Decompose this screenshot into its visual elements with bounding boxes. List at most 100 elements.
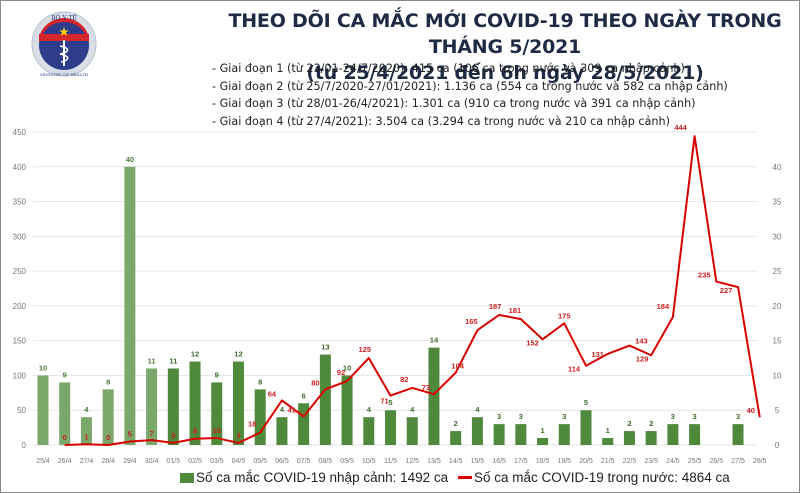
line-value-label: 125	[359, 345, 372, 354]
line-value-label: 143	[635, 337, 648, 346]
bar	[406, 417, 418, 445]
bar	[450, 431, 462, 445]
left-tick-label: 200	[13, 302, 27, 311]
title-line-1: THEO DÕI CA MẮC MỚI COVID-19 THEO NGÀY T…	[228, 10, 782, 58]
bar	[602, 438, 614, 445]
line-value-label: 71	[380, 397, 388, 406]
right-axis: 0 5 10 15 20 25 30 35 40	[773, 163, 782, 450]
line-value-label: 18	[248, 419, 256, 428]
bar-value-label: 3	[693, 412, 697, 421]
logo-top-text: BỘ Y TẾ	[51, 14, 77, 22]
ministry-of-health-logo: BỘ Y TẾ MINISTRY OF HEALTH	[31, 11, 97, 77]
left-tick-label: 250	[13, 267, 27, 276]
line-value-label: 235	[698, 271, 711, 280]
left-tick-label: 450	[13, 128, 27, 137]
bar	[689, 424, 701, 445]
bar-value-label: 10	[343, 363, 351, 372]
line-value-label: 175	[558, 311, 571, 320]
right-tick-label: 40	[773, 163, 782, 172]
x-tick-label: 28/4	[101, 458, 115, 465]
x-tick-label: 10/5	[362, 458, 376, 465]
line-value-label: 187	[489, 302, 502, 311]
bar-value-label: 4	[410, 405, 415, 414]
x-tick-label: 28/5	[753, 458, 767, 465]
phase-summary: - Giai đoạn 1 (từ 23/01-24/7/2020): 415 …	[212, 60, 728, 130]
bar-value-label: 8	[258, 377, 262, 386]
x-tick-label: 13/5	[427, 458, 441, 465]
bar-value-label: 1	[540, 426, 544, 435]
x-tick-label: 25/4	[36, 458, 50, 465]
line-value-label: 73	[422, 383, 430, 392]
right-tick-label: 30	[773, 232, 782, 241]
bar	[732, 424, 744, 445]
bar	[254, 389, 266, 445]
x-tick-label: 12/5	[405, 458, 419, 465]
left-tick-label: 150	[13, 337, 27, 346]
line-value-label: 104	[451, 362, 464, 371]
line-value-label: 181	[509, 306, 522, 315]
right-tick-label: 20	[773, 302, 782, 311]
x-tick-label: 18/5	[536, 458, 550, 465]
line-value-label: 152	[526, 338, 539, 347]
bar-value-label: 10	[39, 363, 47, 372]
bar-value-label: 8	[106, 377, 110, 386]
bar	[59, 382, 71, 445]
x-tick-label: 17/5	[514, 458, 528, 465]
line-value-label: 0	[106, 433, 110, 442]
bar-value-label: 12	[191, 350, 199, 359]
bar-value-label: 3	[671, 412, 675, 421]
x-tick-label: 14/5	[449, 458, 463, 465]
bar	[537, 438, 549, 445]
title-line-2: (từ 25/4/2021 đến 6h ngày 28/5/2021)	[306, 62, 704, 84]
bar-value-label: 4	[367, 405, 372, 414]
line-value-label: 10	[213, 426, 221, 435]
phase-3: - Giai đoạn 3 (từ 28/01-26/4/2021): 1.30…	[212, 97, 696, 110]
x-tick-label: 27/4	[80, 458, 94, 465]
left-tick-label: 50	[17, 406, 26, 415]
bar-value-label: 6	[302, 391, 306, 400]
bar	[232, 361, 244, 445]
line-value-label: 114	[568, 365, 581, 374]
x-tick-label: 20/5	[579, 458, 593, 465]
bar-value-label: 5	[584, 398, 588, 407]
bar	[385, 410, 397, 445]
bar-value-label: 3	[497, 412, 501, 421]
line-value-label: 82	[400, 375, 408, 384]
domestic-line-path	[64, 135, 761, 446]
line-value-label: 444	[674, 123, 687, 132]
x-tick-label: 16/5	[492, 458, 506, 465]
x-tick-label: 09/5	[340, 458, 354, 465]
bar-value-label: 2	[454, 419, 458, 428]
phase-1: - Giai đoạn 1 (từ 23/01-24/7/2020): 415 …	[212, 62, 685, 75]
bar-value-label: 9	[63, 370, 67, 379]
bar-value-label: 3	[562, 412, 566, 421]
x-tick-label: 07/5	[297, 458, 311, 465]
x-tick-label: 06/5	[275, 458, 289, 465]
line-value-label: 0	[63, 433, 67, 442]
line-value-label: 227	[720, 286, 733, 295]
line-value-label: 64	[268, 389, 277, 398]
legend-imported-label: Số ca mắc COVID-19 nhập cảnh: 1492 ca	[196, 470, 449, 485]
line-value-label: 92	[337, 368, 345, 377]
bar-value-label: 11	[148, 356, 156, 365]
bar	[146, 368, 158, 445]
bar	[319, 354, 331, 445]
bar	[341, 375, 353, 445]
line-value-label: 5	[128, 430, 132, 439]
line-value-label: 129	[636, 354, 649, 363]
x-axis: 25/4 26/4 27/4 28/4 29/4 30/4 01/5 02/5 03/5 04/5…	[36, 458, 766, 465]
line-value-label: 80	[311, 378, 319, 387]
x-tick-label: 11/5	[384, 458, 397, 465]
bar-value-label: 4	[84, 405, 89, 414]
phase-4: - Giai đoạn 4 (từ 27/4/2021): 3.504 ca (…	[212, 114, 670, 128]
right-tick-label: 25	[773, 267, 782, 276]
bar-value-label: 12	[234, 350, 242, 359]
line-value-label: 41	[287, 405, 295, 414]
bar-value-label: 2	[627, 419, 631, 428]
left-tick-label: 300	[13, 232, 27, 241]
bar	[102, 389, 114, 445]
bar-value-label: 9	[215, 370, 219, 379]
page-title: THEO DÕI CA MẮC MỚI COVID-19 THEO NGÀY T…	[210, 8, 800, 86]
line-value-label: 3	[236, 431, 240, 440]
